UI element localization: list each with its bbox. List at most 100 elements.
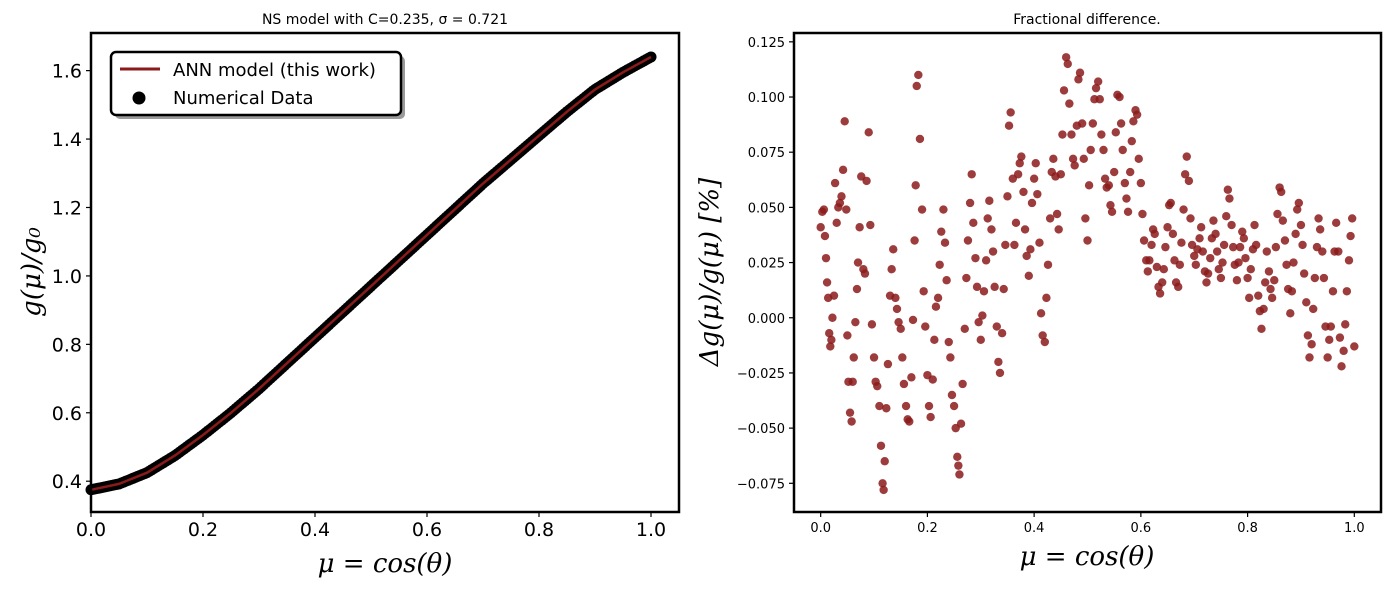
- diff-point: [988, 247, 998, 256]
- right-x-tick-label: 1.0: [1344, 521, 1365, 536]
- diff-point: [983, 214, 992, 223]
- diff-point: [937, 227, 946, 236]
- diff-point: [848, 377, 857, 386]
- left-x-tick-label: 1.0: [636, 519, 666, 541]
- left-marks: [85, 51, 657, 496]
- diff-point: [999, 284, 1008, 294]
- diff-point: [1228, 242, 1238, 252]
- diff-point: [896, 324, 905, 333]
- right-y-tick-label: −0.025: [737, 367, 785, 382]
- diff-point: [1068, 154, 1078, 164]
- diff-point: [838, 165, 848, 175]
- diff-point: [956, 419, 966, 428]
- diff-point: [1166, 198, 1175, 208]
- diff-point: [816, 223, 825, 232]
- diff-point: [924, 401, 934, 411]
- diff-point: [892, 304, 902, 314]
- diff-point: [842, 205, 851, 214]
- diff-point: [1152, 262, 1162, 272]
- diff-point: [1003, 192, 1012, 201]
- diff-point: [1074, 75, 1083, 84]
- diff-point: [967, 170, 976, 179]
- diff-point: [1127, 136, 1136, 146]
- diff-point: [905, 417, 914, 426]
- diff-point: [1266, 284, 1275, 294]
- diff-point: [825, 329, 834, 338]
- right-y-tick-label: 0.075: [748, 146, 785, 161]
- diff-point: [1065, 99, 1074, 108]
- diff-point: [1243, 273, 1252, 283]
- left-y-tick-label: 1.6: [52, 61, 82, 83]
- diff-point: [1145, 256, 1154, 265]
- diff-point: [866, 220, 875, 230]
- diff-point: [1299, 269, 1309, 278]
- diff-point: [1115, 92, 1124, 102]
- left-x-tick-label: 0.6: [412, 519, 442, 541]
- diff-point: [889, 245, 898, 254]
- diff-point: [994, 357, 1003, 367]
- diff-point: [901, 401, 911, 411]
- diff-point: [869, 353, 879, 362]
- diff-point: [1214, 264, 1223, 274]
- diff-point: [1122, 194, 1131, 203]
- diff-point: [1107, 207, 1117, 216]
- diff-point: [1323, 353, 1332, 362]
- left-x-tick-label: 0.2: [188, 519, 218, 541]
- diff-point: [1136, 178, 1146, 188]
- diff-point: [1184, 176, 1194, 186]
- right-y-ticks: −0.075 −0.050 −0.025 0.000 0.025 0.050 0.075 0.…: [737, 36, 794, 492]
- diff-point: [1206, 253, 1215, 263]
- diff-point: [1341, 320, 1350, 329]
- diff-point: [1063, 59, 1072, 69]
- diff-point: [992, 322, 1001, 331]
- diff-point: [1139, 236, 1149, 245]
- left-panel: NS model with C=0.235, σ = 0.721 0.0 0.2 0…: [17, 12, 681, 579]
- diff-point: [1120, 178, 1130, 188]
- diff-point: [1150, 229, 1159, 239]
- diff-point: [1198, 247, 1207, 256]
- diff-point: [921, 322, 930, 331]
- diff-point: [1084, 181, 1094, 190]
- diff-point: [1079, 154, 1088, 164]
- diff-point: [1052, 209, 1062, 219]
- diff-point: [1310, 273, 1320, 283]
- diff-point: [1273, 209, 1282, 219]
- diff-point: [1298, 240, 1307, 250]
- right-y-axis-label: Δg(μ)/g(μ) [%]: [695, 177, 725, 367]
- diff-point: [969, 218, 978, 228]
- diff-point: [907, 373, 916, 382]
- right-x-tick-label: 0.0: [810, 521, 831, 536]
- diff-point: [1262, 247, 1272, 256]
- diff-point: [1175, 260, 1185, 269]
- diff-point: [976, 335, 985, 345]
- diff-point: [1027, 198, 1037, 208]
- diff-point: [949, 401, 959, 411]
- legend-box: [109, 50, 403, 117]
- diff-point: [1318, 247, 1327, 256]
- diff-point: [862, 176, 871, 186]
- diff-point: [1070, 161, 1079, 170]
- diff-point: [1342, 287, 1352, 296]
- diff-point: [1216, 273, 1226, 283]
- diff-point: [939, 205, 948, 214]
- diff-point: [987, 225, 996, 234]
- diff-point: [1109, 167, 1119, 177]
- diff-point: [1159, 264, 1169, 274]
- diff-point: [1202, 278, 1211, 287]
- diff-point: [944, 337, 953, 347]
- diff-point: [1020, 225, 1030, 234]
- diff-point: [891, 293, 900, 303]
- diff-point: [912, 81, 921, 91]
- diff-point: [875, 401, 884, 411]
- diff-point: [832, 218, 841, 228]
- diff-point: [876, 441, 886, 450]
- right-x-tick-label: 0.8: [1237, 521, 1258, 536]
- diff-point: [1086, 145, 1095, 155]
- diff-point: [827, 335, 836, 345]
- left-y-tick-label: 0.8: [52, 334, 82, 356]
- diff-point: [1129, 117, 1138, 126]
- left-y-tick-label: 1.0: [52, 266, 82, 288]
- ann-model-line: [90, 55, 652, 492]
- diff-point: [1022, 251, 1031, 261]
- diff-point: [1054, 225, 1063, 234]
